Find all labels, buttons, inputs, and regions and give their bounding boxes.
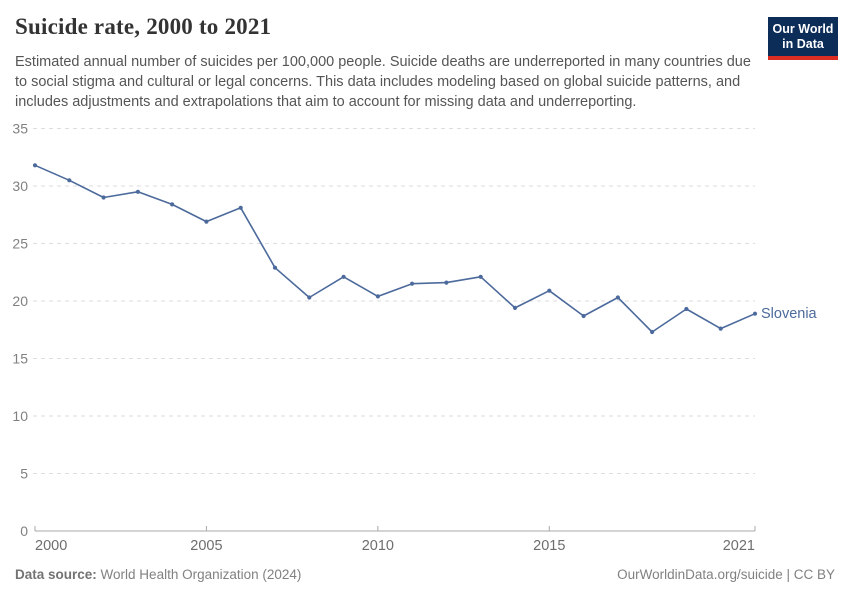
y-axis-tick-label: 25 <box>12 236 28 252</box>
y-axis-tick-label: 15 <box>12 351 28 367</box>
data-point <box>307 295 312 300</box>
x-axis-tick-label: 2015 <box>533 538 565 554</box>
owid-logo-line1: Our World <box>772 22 834 36</box>
data-point <box>684 306 689 312</box>
data-point <box>170 202 175 207</box>
x-axis-tick-label: 2000 <box>35 538 67 554</box>
data-point <box>444 280 449 285</box>
y-axis-tick-label: 35 <box>12 121 28 137</box>
data-point <box>272 265 278 270</box>
attribution-link[interactable]: OurWorldinData.org/suicide | CC BY <box>617 567 835 582</box>
data-point <box>101 195 106 200</box>
data-point <box>650 329 655 335</box>
data-source-value: World Health Organization (2024) <box>100 567 302 582</box>
data-point <box>512 305 518 310</box>
owid-logo[interactable]: Our World in Data <box>768 17 838 60</box>
data-point <box>341 274 346 279</box>
data-point <box>581 313 586 319</box>
chart-title: Suicide rate, 2000 to 2021 <box>15 14 272 39</box>
data-source-label: Data source: <box>15 567 97 582</box>
data-point <box>410 281 415 286</box>
line-chart-svg: 0 5 10 15 20 25 30 35 2000 2005 2010 2015 2021 Sloven… <box>12 121 818 555</box>
chart-subtitle: Estimated annual number of suicides per … <box>15 54 751 110</box>
data-point <box>752 311 758 316</box>
owid-logo-line2: in Data <box>782 36 824 51</box>
data-point <box>204 219 209 224</box>
data-point <box>67 178 72 183</box>
x-axis-tick-label: 2021 <box>723 538 755 554</box>
data-source: Data source: World Health Organization (… <box>15 567 301 582</box>
data-point <box>547 288 552 293</box>
series-line <box>34 164 756 333</box>
y-axis-tick-label: 20 <box>12 293 28 309</box>
x-axis-tick-label: 2005 <box>190 538 222 554</box>
data-point <box>238 205 243 210</box>
data-point <box>375 294 380 299</box>
data-point <box>135 189 140 194</box>
x-axis-tick-label: 2010 <box>362 538 394 554</box>
data-point <box>718 326 723 331</box>
y-axis-tick-label: 10 <box>12 408 28 424</box>
entity-label: Slovenia <box>761 306 818 322</box>
data-point <box>615 295 621 300</box>
y-axis-tick-label: 5 <box>20 466 28 482</box>
y-axis-tick-label: 30 <box>12 178 28 194</box>
data-point <box>32 163 38 168</box>
data-point <box>478 274 483 279</box>
y-axis-tick-label: 0 <box>20 523 28 539</box>
chart-footer: Data source: World Health Organization (… <box>15 567 835 582</box>
